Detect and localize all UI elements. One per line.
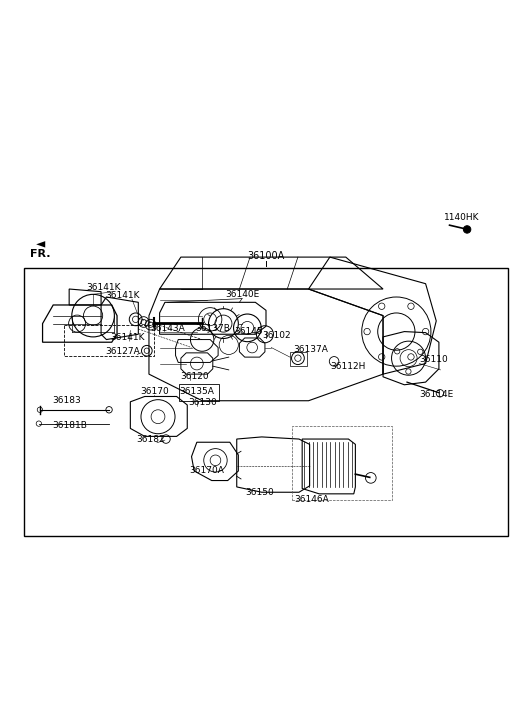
Text: 36102: 36102 [262, 332, 291, 340]
Text: 36112H: 36112H [330, 362, 365, 371]
Text: 36182: 36182 [136, 435, 165, 444]
Text: 36170A: 36170A [189, 465, 224, 475]
Text: 36137A: 36137A [293, 345, 328, 354]
Text: 36137B: 36137B [196, 324, 231, 332]
Bar [290, 352, 307, 366]
Text: 36110: 36110 [419, 356, 448, 364]
Text: 36120: 36120 [180, 372, 209, 382]
Text: 36146A: 36146A [294, 495, 329, 504]
Text: 36170: 36170 [140, 387, 169, 396]
Text: 36141K: 36141K [105, 291, 140, 300]
Text: 36145: 36145 [235, 326, 263, 336]
Text: 36114E: 36114E [419, 390, 453, 399]
Polygon shape [36, 241, 45, 247]
Text: 36141K: 36141K [111, 332, 145, 342]
Text: 36127A: 36127A [105, 347, 140, 356]
Text: 36100A: 36100A [247, 251, 285, 261]
Bar [292, 426, 392, 500]
Text: 36141K: 36141K [87, 283, 121, 292]
Text: 1140HK: 1140HK [444, 213, 480, 222]
Bar [179, 384, 219, 401]
Text: 36140E: 36140E [225, 290, 259, 299]
Text: 36135A: 36135A [179, 387, 214, 395]
Text: 36130: 36130 [188, 398, 217, 407]
Text: 36150: 36150 [245, 488, 274, 497]
Text: FR.: FR. [30, 249, 51, 259]
Text: 36143A: 36143A [151, 324, 185, 332]
Text: 36183: 36183 [52, 396, 81, 406]
Bar [24, 268, 508, 537]
Text: 36181B: 36181B [52, 422, 87, 430]
Circle shape [463, 225, 471, 233]
